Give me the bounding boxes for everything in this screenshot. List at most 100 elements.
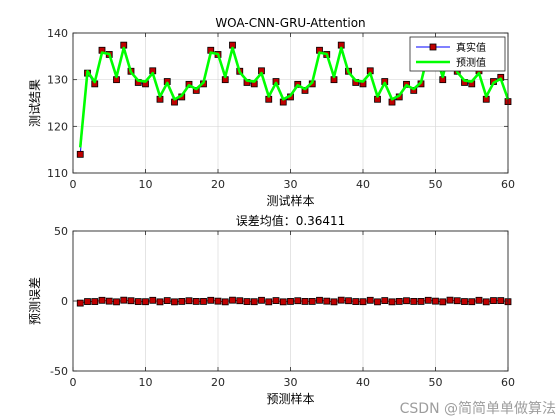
- legend: 真实值 预测值: [409, 36, 506, 72]
- error-point-marker: [229, 296, 236, 304]
- y-axis-label: 预测误差: [28, 277, 42, 325]
- y-tick-label: 130: [47, 74, 68, 87]
- error-point-marker: [301, 298, 309, 305]
- series-layer: [76, 296, 512, 307]
- error-point-marker: [272, 297, 280, 304]
- error-point-marker: [192, 298, 200, 305]
- x-tick-label: 60: [501, 376, 515, 389]
- error-point-marker: [395, 298, 403, 305]
- error-point-marker: [98, 296, 106, 304]
- error-point-marker: [200, 298, 207, 305]
- error-point-marker: [482, 298, 490, 306]
- x-axis-label: 预测样本: [266, 391, 314, 406]
- error-point-marker: [424, 296, 432, 304]
- error-point-marker: [403, 297, 410, 305]
- error-point-marker: [250, 298, 258, 306]
- legend-box: [409, 36, 506, 72]
- x-tick-label: 0: [70, 376, 77, 389]
- error-point-marker: [381, 297, 389, 304]
- error-point-marker: [243, 298, 251, 305]
- error-point-marker: [446, 296, 454, 304]
- error-point-marker: [475, 296, 483, 304]
- x-tick-label: 10: [139, 178, 153, 191]
- error-point-marker: [76, 299, 84, 307]
- y-tick-label: 120: [47, 120, 68, 133]
- x-axis-label: 测试样本: [266, 193, 314, 208]
- error-chart-title: 误差均值：0.36411: [236, 213, 346, 228]
- error-point-marker: [352, 298, 360, 305]
- x-tick-label: 50: [429, 178, 443, 191]
- y-tick-labels: 110 120 130 140: [47, 27, 508, 180]
- error-point-marker: [345, 297, 352, 305]
- error-point-marker: [258, 296, 265, 304]
- error-point-marker: [279, 298, 287, 306]
- error-point-marker: [468, 298, 476, 306]
- error-point-marker: [432, 297, 439, 305]
- error-point-marker: [337, 296, 345, 304]
- error-point-marker: [410, 298, 418, 305]
- y-tick-label: 50: [54, 225, 68, 238]
- watermark: CSDN @简简单单做算法: [400, 400, 556, 417]
- error-point-marker: [149, 296, 157, 304]
- legend-true-marker-swatch: [429, 43, 437, 51]
- error-point-marker: [156, 298, 164, 306]
- x-tick-labels: 0 10 20 30 40 50 60: [70, 33, 515, 191]
- y-axis-label: 测试结果: [27, 79, 42, 127]
- error-point-marker: [91, 298, 99, 305]
- error-point-marker: [308, 298, 316, 305]
- error-point-marker: [388, 298, 396, 306]
- x-tick-label: 40: [356, 178, 370, 191]
- error-point-marker: [316, 296, 323, 304]
- error-point-marker: [439, 298, 447, 306]
- error-point-marker: [294, 297, 302, 305]
- true-point-marker: [76, 150, 84, 158]
- error-point-marker: [105, 297, 113, 305]
- x-tick-label: 30: [284, 178, 298, 191]
- error-point-marker: [453, 297, 461, 305]
- error-point-marker: [120, 296, 128, 304]
- error-point-marker: [113, 298, 120, 306]
- error-point-marker: [221, 298, 229, 306]
- error-point-marker: [265, 298, 273, 306]
- subplot-prediction: 0 10 20 30 40 50 60 110 120 130 140 WOA-CNN-GRU-A…: [27, 16, 515, 208]
- x-tick-label: 10: [139, 376, 153, 389]
- error-point-marker: [417, 298, 425, 305]
- error-point-marker: [163, 297, 171, 304]
- y-tick-label: 110: [47, 167, 68, 180]
- error-point-marker: [84, 298, 91, 305]
- error-point-marker: [359, 298, 367, 306]
- x-tick-label: 50: [429, 376, 443, 389]
- error-point-marker: [207, 296, 215, 304]
- error-point-marker: [236, 297, 244, 305]
- error-point-marker: [214, 297, 222, 305]
- error-point-marker: [366, 296, 374, 304]
- y-tick-label: 140: [47, 27, 68, 40]
- error-point-marker: [497, 297, 505, 304]
- x-tick-label: 40: [356, 376, 370, 389]
- error-point-marker: [461, 298, 468, 305]
- error-point-marker: [323, 297, 331, 305]
- legend-entry-true: 真实值: [456, 41, 486, 54]
- x-tick-label: 60: [501, 178, 515, 191]
- y-tick-label: -50: [50, 365, 68, 378]
- error-point-marker: [171, 298, 178, 306]
- error-point-marker: [134, 298, 142, 305]
- error-point-marker: [178, 298, 186, 305]
- x-tick-label: 0: [70, 178, 77, 191]
- error-point-marker: [185, 297, 193, 305]
- x-tick-labels: 0 10 20 30 40 50 60: [70, 231, 515, 389]
- error-point-marker: [330, 298, 338, 306]
- error-point-marker: [490, 297, 497, 304]
- x-tick-label: 30: [284, 376, 298, 389]
- chart-title: WOA-CNN-GRU-Attention: [215, 16, 365, 30]
- error-point-marker: [287, 298, 294, 305]
- x-tick-label: 20: [211, 376, 225, 389]
- error-point-marker: [142, 298, 149, 306]
- error-point-marker: [374, 298, 381, 306]
- y-tick-label: 0: [61, 295, 68, 308]
- error-point-marker: [127, 297, 135, 305]
- legend-entry-pred: 预测值: [456, 56, 486, 69]
- y-tick-labels: -50 0 50: [50, 225, 508, 378]
